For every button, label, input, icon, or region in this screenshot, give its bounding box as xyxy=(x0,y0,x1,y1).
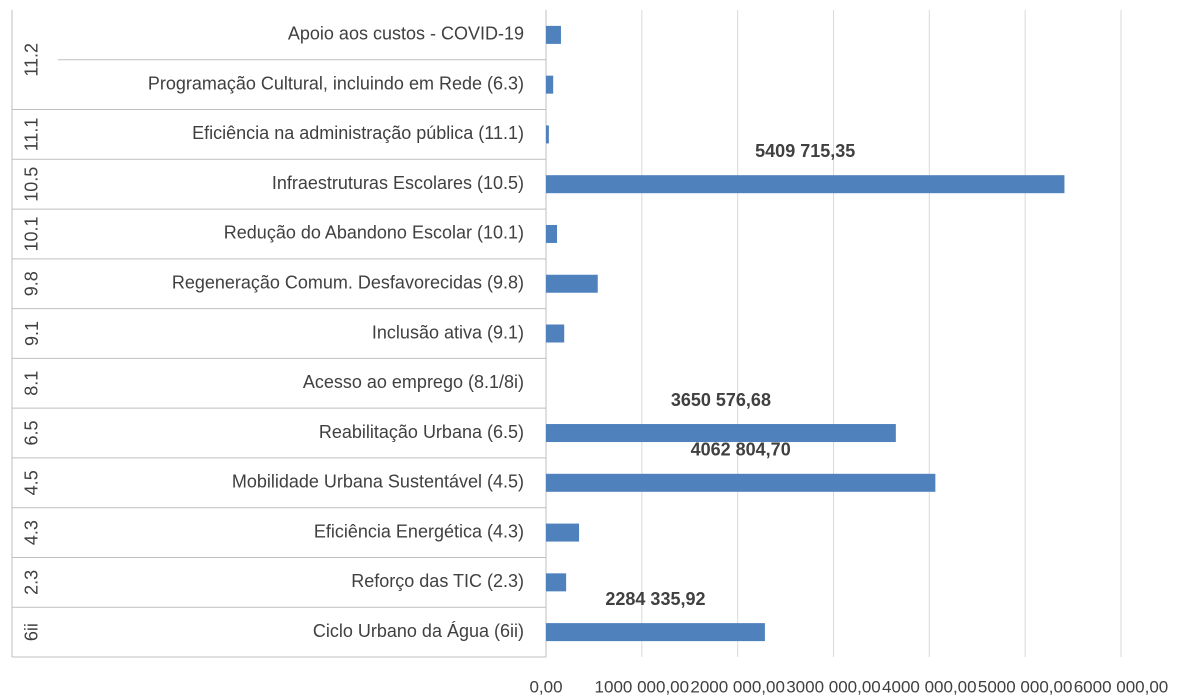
category-label: Reforço das TIC (2.3) xyxy=(351,571,524,591)
bar xyxy=(546,125,549,144)
x-tick-label: 3000 000,00 xyxy=(786,677,881,696)
bar xyxy=(546,75,554,94)
bar xyxy=(546,224,558,243)
x-tick-label: 4000 000,00 xyxy=(882,677,977,696)
bar xyxy=(546,473,936,492)
x-tick-label: 1000 000,00 xyxy=(595,677,690,696)
x-tick-label: 6000 000,00 xyxy=(1074,677,1169,696)
group-label: 4.3 xyxy=(22,520,42,545)
category-label: Regeneração Comum. Desfavorecidas (9.8) xyxy=(172,272,524,292)
x-tick-label: 5000 000,00 xyxy=(978,677,1073,696)
x-tick-label: 0,00 xyxy=(529,677,562,696)
category-label: Inclusão ativa (9.1) xyxy=(372,322,524,342)
category-label: Infraestruturas Escolares (10.5) xyxy=(272,173,524,193)
bar xyxy=(546,424,896,443)
bar xyxy=(546,623,765,642)
category-label: Eficiência na administração pública (11.… xyxy=(192,123,524,143)
x-tick-label: 2000 000,00 xyxy=(690,677,785,696)
group-label: 10.5 xyxy=(22,167,42,202)
bar xyxy=(546,25,561,44)
group-label: 8.1 xyxy=(22,371,42,396)
bar xyxy=(546,523,580,542)
bar xyxy=(546,274,598,293)
data-label: 4062 804,70 xyxy=(691,440,791,460)
group-label: 11.2 xyxy=(22,43,42,77)
bar xyxy=(546,175,1065,194)
group-label: 2.3 xyxy=(22,570,42,595)
category-label: Programação Cultural, incluindo em Rede … xyxy=(148,73,524,93)
category-label: Reabilitação Urbana (6.5) xyxy=(319,422,524,442)
category-label: Eficiência Energética (4.3) xyxy=(314,521,524,541)
bar xyxy=(546,573,567,592)
group-label: 11.1 xyxy=(22,118,42,152)
data-label: 5409 715,35 xyxy=(755,141,855,161)
data-label: 2284 335,92 xyxy=(605,589,705,609)
group-label: 4.5 xyxy=(22,470,42,495)
category-label: Ciclo Urbano da Água (6ii) xyxy=(313,621,524,641)
bar xyxy=(546,324,565,343)
group-label: 9.1 xyxy=(22,321,42,346)
data-label: 3650 576,68 xyxy=(671,390,771,410)
group-label: 10.1 xyxy=(22,216,42,251)
group-label: 9.8 xyxy=(22,271,42,296)
category-label: Apoio aos custos - COVID-19 xyxy=(288,24,524,44)
category-label: Mobilidade Urbana Sustentável (4.5) xyxy=(232,472,524,492)
category-label: Acesso ao emprego (8.1/8i) xyxy=(303,372,524,392)
category-label: Redução do Abandono Escolar (10.1) xyxy=(224,223,524,243)
group-label: 6.5 xyxy=(22,421,42,446)
group-label: 6ii xyxy=(22,623,42,641)
